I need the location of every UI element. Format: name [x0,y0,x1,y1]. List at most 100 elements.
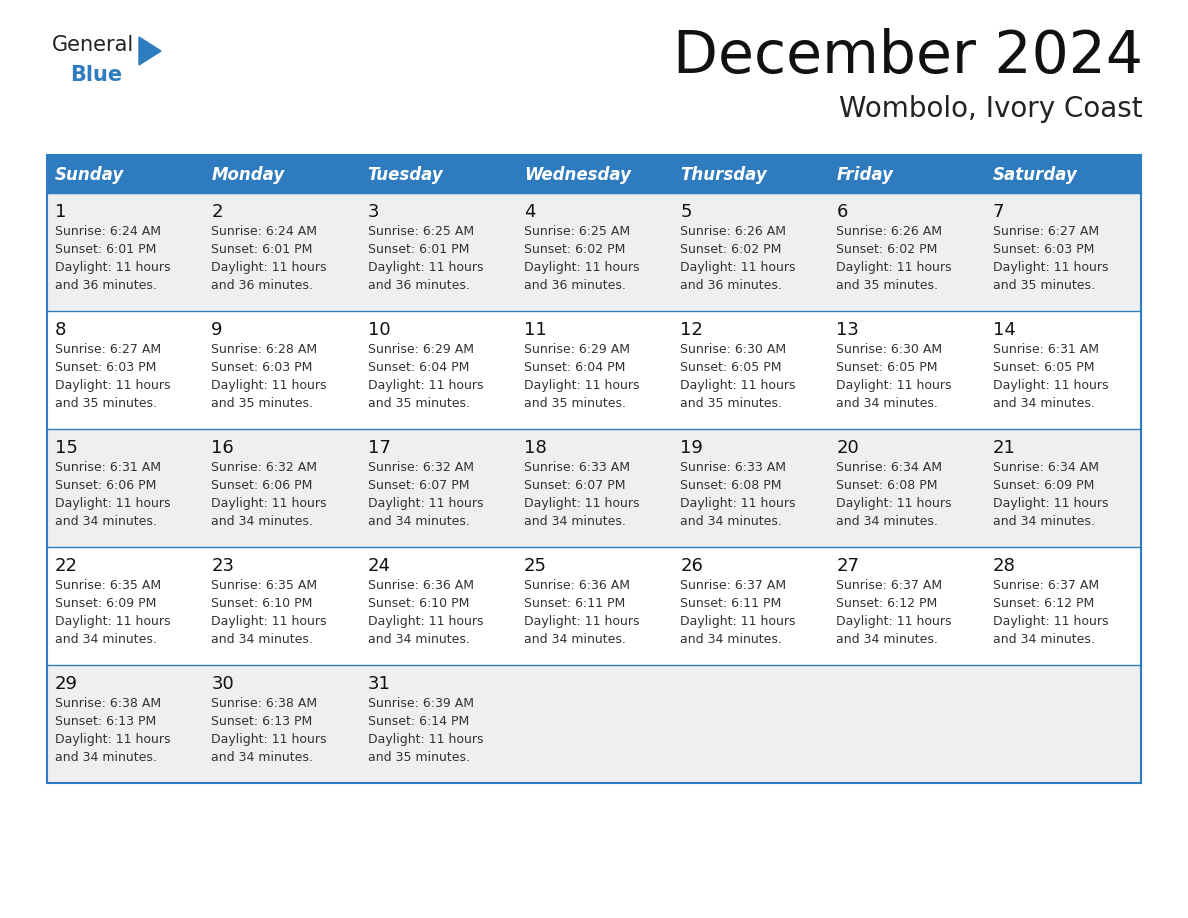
Text: Daylight: 11 hours: Daylight: 11 hours [367,615,484,628]
Text: Sunset: 6:11 PM: Sunset: 6:11 PM [524,597,625,610]
Bar [48,193,1140,311]
Text: 26: 26 [681,557,703,575]
Text: Sunrise: 6:37 AM: Sunrise: 6:37 AM [681,579,786,592]
Text: Sunset: 6:02 PM: Sunset: 6:02 PM [681,243,782,256]
Text: and 34 minutes.: and 34 minutes. [836,515,939,528]
Text: Daylight: 11 hours: Daylight: 11 hours [681,379,796,392]
Text: Sunset: 6:06 PM: Sunset: 6:06 PM [55,479,157,492]
Text: Daylight: 11 hours: Daylight: 11 hours [836,379,952,392]
Text: 29: 29 [55,675,78,693]
Text: and 34 minutes.: and 34 minutes. [681,515,782,528]
Text: Daylight: 11 hours: Daylight: 11 hours [524,615,639,628]
Text: Sunset: 6:01 PM: Sunset: 6:01 PM [367,243,469,256]
Text: 4: 4 [524,203,536,221]
Text: and 34 minutes.: and 34 minutes. [524,515,626,528]
Text: and 34 minutes.: and 34 minutes. [211,751,314,764]
Text: Sunrise: 6:36 AM: Sunrise: 6:36 AM [524,579,630,592]
Text: 8: 8 [55,321,67,339]
Text: Sunrise: 6:37 AM: Sunrise: 6:37 AM [836,579,942,592]
Text: Sunrise: 6:24 AM: Sunrise: 6:24 AM [55,225,162,238]
Text: and 35 minutes.: and 35 minutes. [211,397,314,410]
Text: Wednesday: Wednesday [524,166,631,184]
Text: Sunset: 6:07 PM: Sunset: 6:07 PM [367,479,469,492]
Text: Sunrise: 6:29 AM: Sunrise: 6:29 AM [524,343,630,356]
Text: Sunset: 6:09 PM: Sunset: 6:09 PM [993,479,1094,492]
Text: 28: 28 [993,557,1016,575]
Bar [360,155,516,193]
Text: Sunset: 6:09 PM: Sunset: 6:09 PM [55,597,157,610]
Text: 18: 18 [524,439,546,457]
Text: 13: 13 [836,321,859,339]
Text: and 36 minutes.: and 36 minutes. [55,279,157,292]
Text: Sunrise: 6:38 AM: Sunrise: 6:38 AM [211,697,317,710]
Text: Sunset: 6:04 PM: Sunset: 6:04 PM [367,361,469,374]
Text: Daylight: 11 hours: Daylight: 11 hours [681,261,796,274]
Text: Tuesday: Tuesday [367,166,443,184]
Text: Sunrise: 6:25 AM: Sunrise: 6:25 AM [524,225,630,238]
Text: and 34 minutes.: and 34 minutes. [55,751,157,764]
Text: and 35 minutes.: and 35 minutes. [836,279,939,292]
Text: Sunrise: 6:30 AM: Sunrise: 6:30 AM [836,343,942,356]
Text: Daylight: 11 hours: Daylight: 11 hours [836,497,952,510]
Text: and 35 minutes.: and 35 minutes. [993,279,1094,292]
Bar [48,311,1140,429]
Text: December 2024: December 2024 [672,28,1143,85]
Text: Sunrise: 6:32 AM: Sunrise: 6:32 AM [367,461,474,474]
Text: Daylight: 11 hours: Daylight: 11 hours [55,261,171,274]
Text: 16: 16 [211,439,234,457]
Text: Sunrise: 6:32 AM: Sunrise: 6:32 AM [211,461,317,474]
Text: Sunset: 6:06 PM: Sunset: 6:06 PM [211,479,312,492]
Text: Sunrise: 6:35 AM: Sunrise: 6:35 AM [211,579,317,592]
Text: Sunset: 6:02 PM: Sunset: 6:02 PM [836,243,937,256]
Text: Thursday: Thursday [681,166,767,184]
Text: Daylight: 11 hours: Daylight: 11 hours [211,497,327,510]
Text: 7: 7 [993,203,1004,221]
Text: Sunset: 6:01 PM: Sunset: 6:01 PM [55,243,157,256]
Text: Daylight: 11 hours: Daylight: 11 hours [211,379,327,392]
Text: Sunset: 6:11 PM: Sunset: 6:11 PM [681,597,782,610]
Polygon shape [139,37,162,65]
Text: 31: 31 [367,675,391,693]
Text: 25: 25 [524,557,546,575]
Text: 3: 3 [367,203,379,221]
Text: Daylight: 11 hours: Daylight: 11 hours [993,615,1108,628]
Text: Wombolo, Ivory Coast: Wombolo, Ivory Coast [840,95,1143,123]
Text: Monday: Monday [211,166,285,184]
Text: and 36 minutes.: and 36 minutes. [681,279,782,292]
Text: Sunrise: 6:38 AM: Sunrise: 6:38 AM [55,697,162,710]
Text: Sunset: 6:01 PM: Sunset: 6:01 PM [211,243,312,256]
Text: Sunrise: 6:26 AM: Sunrise: 6:26 AM [681,225,786,238]
Bar [48,547,1140,665]
Text: Sunrise: 6:35 AM: Sunrise: 6:35 AM [55,579,162,592]
Text: Sunrise: 6:24 AM: Sunrise: 6:24 AM [211,225,317,238]
Text: 12: 12 [681,321,703,339]
Text: Sunset: 6:14 PM: Sunset: 6:14 PM [367,715,469,728]
Text: and 34 minutes.: and 34 minutes. [55,633,157,646]
Text: Sunrise: 6:26 AM: Sunrise: 6:26 AM [836,225,942,238]
Text: and 34 minutes.: and 34 minutes. [211,633,314,646]
Text: Sunset: 6:12 PM: Sunset: 6:12 PM [993,597,1094,610]
Text: and 35 minutes.: and 35 minutes. [367,751,469,764]
Text: 5: 5 [681,203,691,221]
Text: Sunrise: 6:33 AM: Sunrise: 6:33 AM [524,461,630,474]
Text: Daylight: 11 hours: Daylight: 11 hours [55,615,171,628]
Text: 22: 22 [55,557,78,575]
Text: Sunset: 6:05 PM: Sunset: 6:05 PM [993,361,1094,374]
Text: Daylight: 11 hours: Daylight: 11 hours [367,733,484,746]
Text: Sunrise: 6:33 AM: Sunrise: 6:33 AM [681,461,786,474]
Text: and 35 minutes.: and 35 minutes. [681,397,782,410]
Text: Daylight: 11 hours: Daylight: 11 hours [993,379,1108,392]
Text: Daylight: 11 hours: Daylight: 11 hours [524,261,639,274]
Text: Sunset: 6:12 PM: Sunset: 6:12 PM [836,597,937,610]
Text: Daylight: 11 hours: Daylight: 11 hours [993,497,1108,510]
Text: 23: 23 [211,557,234,575]
Text: and 34 minutes.: and 34 minutes. [367,515,469,528]
Text: Sunrise: 6:34 AM: Sunrise: 6:34 AM [993,461,1099,474]
Text: and 34 minutes.: and 34 minutes. [836,633,939,646]
Text: Sunrise: 6:37 AM: Sunrise: 6:37 AM [993,579,1099,592]
Text: Daylight: 11 hours: Daylight: 11 hours [211,261,327,274]
Text: Sunrise: 6:25 AM: Sunrise: 6:25 AM [367,225,474,238]
Text: Daylight: 11 hours: Daylight: 11 hours [55,379,171,392]
Text: Sunset: 6:03 PM: Sunset: 6:03 PM [55,361,157,374]
Bar [48,665,1140,783]
